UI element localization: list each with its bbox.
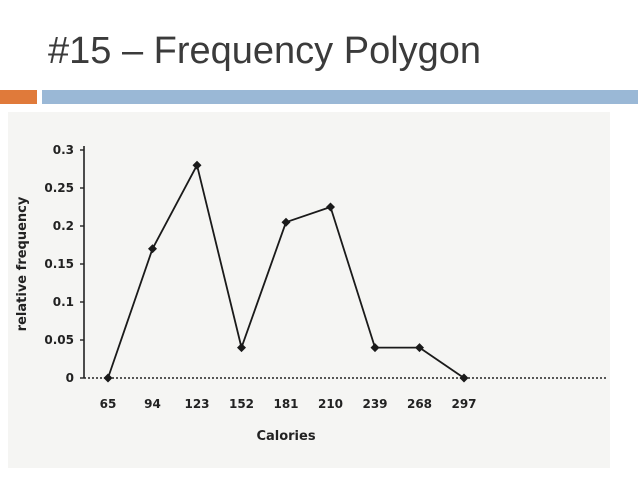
y-tick-label: 0.2 — [53, 219, 74, 233]
data-point — [415, 343, 424, 353]
data-point — [326, 202, 335, 212]
x-tick-label: 210 — [318, 397, 343, 411]
x-tick-label: 152 — [229, 397, 254, 411]
x-tick-label: 239 — [362, 397, 387, 411]
y-tick-label: 0.25 — [44, 181, 74, 195]
data-point — [148, 244, 157, 254]
data-point — [281, 217, 291, 227]
y-tick-label: 0.1 — [53, 295, 74, 309]
x-tick-label: 297 — [451, 397, 476, 411]
data-point — [459, 373, 469, 383]
data-point — [237, 343, 246, 353]
frequency-polygon-chart: 0 0.05 0.1 0.15 0.2 0.25 0.3 65 94 123 152 181 210 23… — [15, 143, 606, 444]
x-tick-label: 94 — [144, 397, 161, 411]
x-axis-title: Calories — [256, 429, 315, 444]
y-tick-label: 0 — [66, 371, 74, 385]
x-tick-label: 268 — [407, 397, 432, 411]
x-tick-label: 181 — [273, 397, 298, 411]
x-tick-label: 123 — [184, 397, 209, 411]
chart-image: 0 0.05 0.1 0.15 0.2 0.25 0.3 65 94 123 152 181 210 23… — [8, 112, 610, 468]
series-line — [107, 164, 465, 379]
y-tick-label: 0.3 — [53, 143, 74, 157]
tick-labels: 0 0.05 0.1 0.15 0.2 0.25 0.3 65 94 123 152 181 210 23… — [44, 143, 476, 411]
series-layer — [103, 160, 469, 383]
title-rule-bar — [42, 90, 638, 104]
y-axis-title: relative frequency — [15, 196, 30, 331]
data-point — [370, 343, 380, 353]
x-tick-label: 65 — [100, 397, 117, 411]
data-point — [103, 373, 113, 383]
title-accent-bar — [0, 90, 37, 104]
y-tick-label: 0.15 — [44, 257, 74, 271]
data-point — [192, 160, 202, 170]
y-tick-label: 0.05 — [44, 333, 74, 347]
slide-title: #15 – Frequency Polygon — [48, 30, 482, 72]
axes — [83, 146, 606, 379]
